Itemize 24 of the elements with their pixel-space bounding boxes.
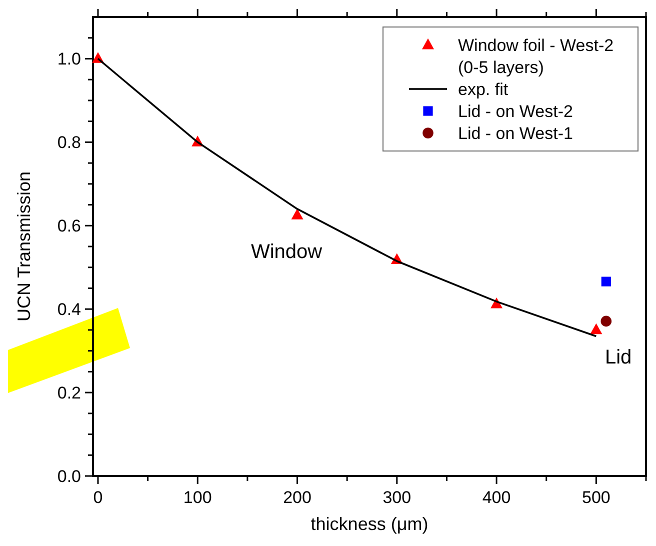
x-tick-label: 400 (482, 488, 511, 507)
y-tick-label: 1.0 (57, 50, 81, 69)
y-tick-label: 0.2 (57, 383, 81, 402)
y-tick-label: 0.6 (57, 216, 81, 236)
legend-label: Window foil - West-2 (0-5 layers) (458, 36, 614, 77)
point (590, 323, 602, 334)
legend-label: exp. fit (458, 80, 508, 99)
x-tick-label: 200 (283, 488, 312, 507)
point (601, 276, 611, 286)
y-tick-label: 0.8 (57, 133, 81, 152)
x-axis-title: thickness (μm) (310, 514, 428, 534)
annotation: Window (250, 241, 323, 264)
y-tick-label: 0.0 (57, 466, 81, 486)
x-tick-label: 300 (382, 488, 412, 507)
legend-label: Lid - on West-1 (458, 124, 573, 143)
y-tick-label: 0.4 (57, 300, 81, 320)
y-axis-title: UCN Transmission (14, 171, 34, 322)
legend-label: Lid - on West-2 (458, 102, 573, 121)
x-tick-label: 0 (93, 488, 103, 507)
annotation: Lid (605, 346, 632, 369)
point (291, 208, 304, 220)
x-tick-label: 500 (582, 488, 610, 507)
point (600, 316, 612, 327)
x-tick-label: 100 (183, 488, 212, 507)
